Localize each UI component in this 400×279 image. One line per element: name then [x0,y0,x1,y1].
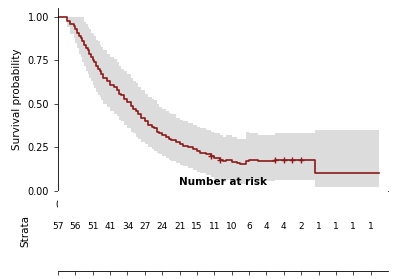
Text: 1: 1 [350,222,356,231]
Text: 2: 2 [298,222,304,231]
Y-axis label: Survival probability: Survival probability [12,49,22,150]
Text: Number at risk: Number at risk [179,177,267,187]
Text: 24: 24 [156,222,168,231]
Text: 1: 1 [333,222,339,231]
Text: 27: 27 [139,222,150,231]
Text: 4: 4 [281,222,287,231]
X-axis label: Time (months): Time (months) [185,215,261,225]
Text: 56: 56 [70,222,81,231]
Text: 6: 6 [246,222,252,231]
Text: 21: 21 [174,222,185,231]
Text: 1: 1 [368,222,374,231]
Text: 15: 15 [191,222,203,231]
Text: 34: 34 [122,222,133,231]
Text: 51: 51 [87,222,98,231]
Text: 57: 57 [52,222,64,231]
Text: 11: 11 [208,222,220,231]
Text: 4: 4 [264,222,269,231]
Text: 41: 41 [104,222,116,231]
Text: 1: 1 [316,222,322,231]
Text: Strata: Strata [20,215,30,247]
Text: 10: 10 [226,222,238,231]
